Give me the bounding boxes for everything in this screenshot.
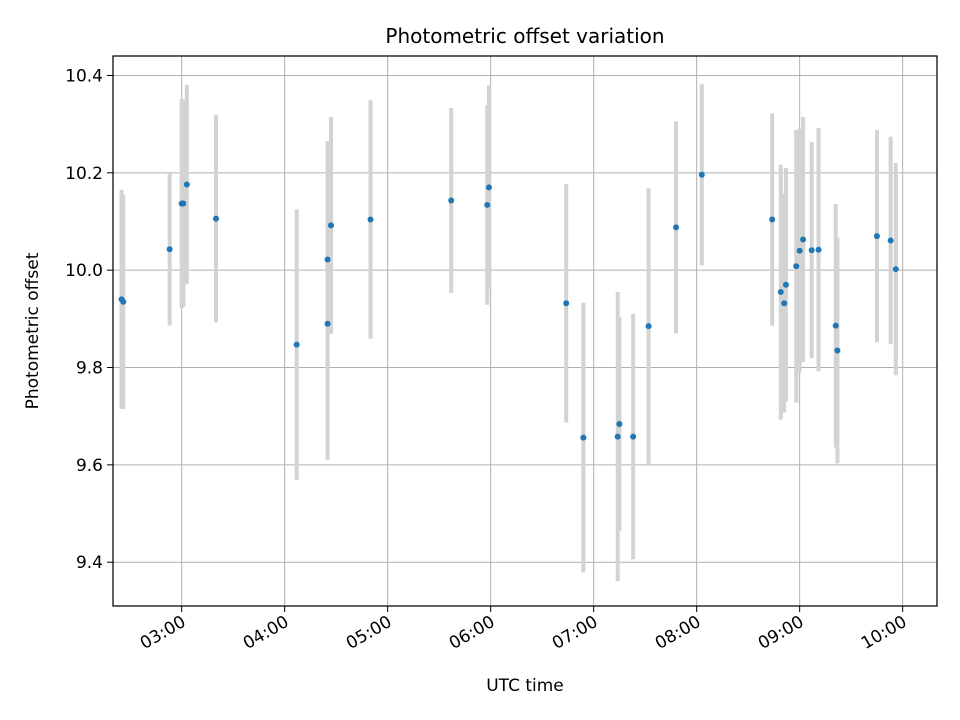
data-point xyxy=(484,201,491,208)
data-point xyxy=(448,197,455,204)
data-point xyxy=(808,247,815,254)
data-point xyxy=(782,281,789,288)
data-point xyxy=(815,246,822,253)
x-tick-label: 07:00 xyxy=(549,612,601,654)
data-point xyxy=(293,341,300,348)
data-point xyxy=(873,233,880,240)
data-point xyxy=(324,320,331,327)
data-point xyxy=(887,237,894,244)
data-point xyxy=(645,323,652,330)
point-layer xyxy=(118,171,899,441)
data-point xyxy=(796,247,803,254)
data-point xyxy=(367,216,374,223)
data-point xyxy=(777,289,784,296)
data-point xyxy=(616,420,623,427)
data-point xyxy=(180,200,187,207)
plot-frame xyxy=(112,55,938,607)
data-point xyxy=(580,434,587,441)
x-tick-label: 04:00 xyxy=(240,612,292,654)
x-tick-label: 05:00 xyxy=(343,612,395,654)
data-point xyxy=(793,263,800,270)
data-point xyxy=(800,236,807,243)
x-tick-label: 08:00 xyxy=(652,612,704,654)
data-point xyxy=(781,300,788,307)
data-point xyxy=(213,215,219,222)
y-tick-label: 9.6 xyxy=(76,456,103,476)
x-tick-label: 09:00 xyxy=(755,612,807,654)
data-point xyxy=(120,298,127,305)
x-tick-label: 06:00 xyxy=(446,612,498,654)
y-tick-label: 10.4 xyxy=(65,66,103,86)
data-point xyxy=(166,246,173,253)
data-point xyxy=(328,222,335,229)
error-bar-layer xyxy=(119,84,898,582)
data-point xyxy=(630,433,637,440)
data-point xyxy=(698,171,705,178)
x-tick-label: 10:00 xyxy=(858,612,910,654)
data-point xyxy=(832,322,839,329)
y-tick-label: 10.2 xyxy=(65,164,103,184)
x-tick-label: 03:00 xyxy=(137,612,189,654)
chart-title: Photometric offset variation xyxy=(385,24,664,48)
data-point xyxy=(614,433,621,440)
data-point xyxy=(769,216,776,223)
y-axis-label: Photometric offset xyxy=(23,252,43,409)
data-point xyxy=(183,181,190,188)
data-point xyxy=(834,347,841,354)
y-tick-label: 9.8 xyxy=(76,359,103,379)
data-point xyxy=(673,224,680,231)
y-tick-label: 9.4 xyxy=(76,553,103,573)
data-point xyxy=(892,266,899,273)
x-axis-label: UTC time xyxy=(486,676,564,696)
data-point xyxy=(485,184,492,191)
data-point xyxy=(563,300,570,307)
y-tick-label: 10.0 xyxy=(65,261,103,281)
data-point xyxy=(324,256,331,263)
